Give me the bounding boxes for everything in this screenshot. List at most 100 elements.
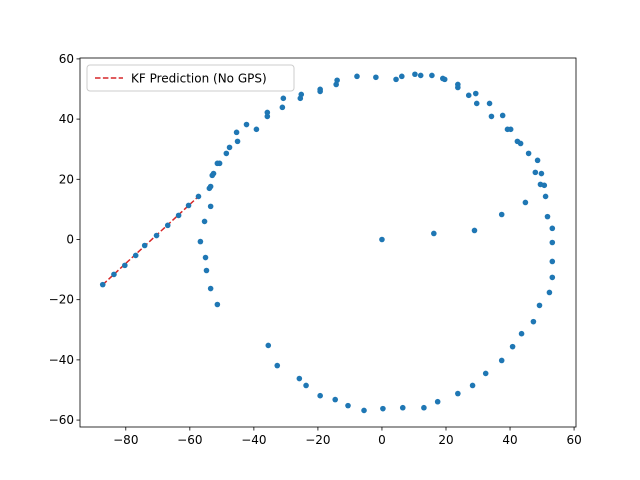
point [164,222,171,229]
y-tick-label: 40 [59,112,74,126]
point [538,170,545,177]
point [197,238,204,245]
point [264,113,271,120]
point [303,382,309,389]
point [223,150,230,157]
point [185,202,192,209]
point [203,267,210,274]
point [469,382,476,389]
point [354,73,360,80]
x-tick-label: −40 [241,433,266,447]
point [202,254,209,261]
point [264,109,271,116]
point [122,262,128,269]
point [417,72,424,79]
point [482,370,489,377]
point [486,100,493,107]
point [141,242,148,249]
point [234,138,241,145]
legend-label: KF Prediction (No GPS) [131,72,267,86]
prediction-line [102,195,199,286]
point [195,193,202,200]
point [214,160,221,167]
point [380,405,386,412]
point [473,100,480,107]
point [412,71,418,78]
point [279,104,286,111]
point [207,285,214,292]
point [498,357,505,364]
point [345,402,351,409]
point [274,362,281,369]
point [265,342,272,349]
point [334,77,340,84]
point [472,90,479,97]
point [317,392,323,399]
x-tick-label: −60 [177,433,202,447]
point [297,95,304,102]
point [399,404,406,411]
x-tick-label: −20 [305,433,330,447]
point [471,227,478,234]
point [253,126,260,133]
point [465,92,472,99]
point [534,157,541,164]
y-tick-label: −20 [49,293,74,307]
point [207,203,214,210]
point [544,213,551,220]
point [525,150,532,157]
point [243,121,250,128]
y-tick-label: 20 [59,172,74,186]
point [429,72,435,79]
point [214,301,221,308]
legend-box [86,64,295,92]
y-tick-label: −40 [49,353,74,367]
point [421,404,427,411]
point [111,271,117,278]
point [509,343,516,350]
point [175,212,182,219]
point [317,88,323,95]
plot-frame [79,57,577,428]
point [201,218,208,225]
legend: KF Prediction (No GPS) [86,64,295,92]
point [280,95,287,102]
point [132,252,139,259]
point [517,140,524,147]
point [488,113,495,120]
point [455,390,461,397]
point [549,274,556,281]
point [542,193,549,200]
y-tick-label: −60 [49,413,74,427]
y-tick-label: 60 [59,52,74,66]
point [536,302,543,309]
point [522,199,529,206]
x-tick-label: −80 [113,433,138,447]
point [455,84,461,91]
point [393,76,399,83]
x-tick-label: 20 [438,433,453,447]
point [399,73,405,80]
point [361,407,367,414]
point [153,232,160,239]
point [541,182,548,189]
point [373,74,379,81]
point [296,375,303,382]
point [546,289,553,296]
point [226,144,233,151]
point [549,225,556,232]
point [498,211,505,218]
point [233,129,240,136]
y-tick-label: 0 [66,232,74,246]
point [518,330,525,337]
point [206,185,213,192]
point [441,76,448,83]
point [431,230,437,237]
point [99,281,106,288]
point [209,172,216,179]
point [549,258,556,265]
x-tick-label: 60 [566,433,581,447]
point [532,169,539,176]
point [499,112,506,119]
